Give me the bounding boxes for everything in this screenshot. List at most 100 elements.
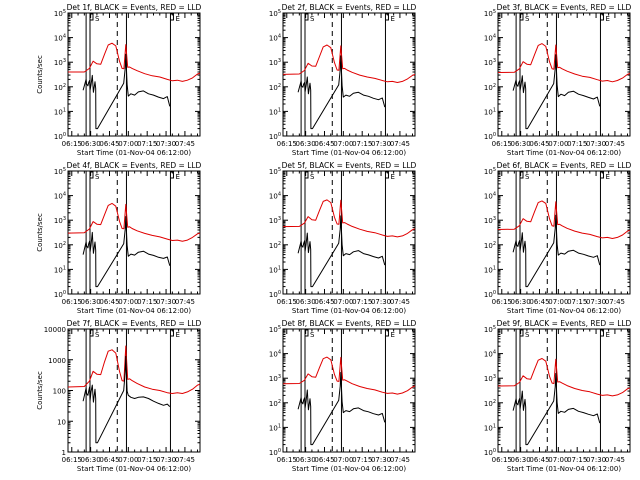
y-tick-base: 10 [269, 217, 278, 225]
y-tick-base: 10 [54, 291, 63, 299]
y-tick-exponent: 4 [493, 34, 496, 40]
y-tick-base: 10 [269, 108, 278, 116]
y-tick-exponent: 1 [278, 107, 281, 113]
x-tick-label: 06:45 [314, 298, 334, 306]
panel-det-6: 06:1506:3006:4507:0007:1507:3007:4510010… [484, 161, 632, 315]
y-tick-base: 10 [484, 35, 493, 43]
x-tick-label: 07:00 [118, 456, 138, 464]
y-tick-label: 100 [269, 132, 281, 141]
y-tick-exponent: 3 [278, 374, 281, 380]
corner-marker [385, 13, 389, 21]
corner-marker [385, 171, 389, 179]
y-tick-exponent: 0 [278, 448, 281, 454]
y-tick-exponent: 1 [278, 265, 281, 271]
corner-marker [305, 171, 309, 179]
x-tick-label: 07:30 [156, 456, 176, 464]
y-tick-label: 102 [269, 399, 281, 408]
y-tick-base: 10 [54, 84, 63, 92]
plot-frame [282, 170, 416, 295]
y-tick-base: 10 [484, 424, 493, 432]
y-tick-label: 105 [484, 167, 496, 176]
x-axis-label: Start Time (01-Nov-04 06:12:00) [507, 465, 621, 473]
x-tick-label: 06:15 [277, 456, 297, 464]
y-tick-label: 103 [54, 216, 66, 225]
x-tick-label: 06:45 [529, 298, 549, 306]
y-tick-label: 101 [269, 423, 281, 432]
plot-frame [67, 170, 201, 295]
y-tick-label: 100 [269, 290, 281, 299]
corner-marker [385, 329, 389, 337]
x-tick-label: 07:30 [586, 456, 606, 464]
x-tick-label: 07:30 [371, 298, 391, 306]
y-tick-base: 10 [484, 351, 493, 359]
y-tick-label: 104 [269, 34, 281, 43]
series-line-events [512, 373, 601, 446]
y-tick-exponent: 0 [278, 132, 281, 138]
y-tick-base: 10 [54, 217, 63, 225]
y-tick-base: 10 [484, 326, 493, 334]
y-tick-exponent: 2 [278, 83, 281, 89]
series-line-lld [282, 44, 416, 83]
y-tick-label: 100 [484, 290, 496, 299]
y-tick-base: 10 [484, 242, 493, 250]
y-tick-label: 105 [484, 9, 496, 18]
y-tick-base: 10 [269, 10, 278, 18]
series-line-lld [67, 202, 201, 242]
corner-marker-label: E [175, 331, 179, 339]
y-tick-exponent: 4 [278, 192, 281, 198]
y-tick-label: 100 [484, 132, 496, 141]
x-tick-label: 06:30 [511, 140, 531, 148]
corner-marker [90, 329, 94, 337]
x-tick-label: 07:15 [567, 456, 587, 464]
x-tick-label: 07:15 [567, 140, 587, 148]
series-line-lld [282, 356, 416, 395]
y-tick-label: 104 [54, 34, 66, 43]
x-tick-label: 06:45 [529, 140, 549, 148]
x-axis-label: Start Time (01-Nov-04 06:12:00) [507, 149, 621, 157]
x-tick-label: 07:45 [605, 298, 625, 306]
y-tick-exponent: 5 [493, 325, 496, 331]
x-tick-label: 07:30 [586, 140, 606, 148]
panel-det-9: 06:1506:3006:4507:0007:1507:3007:4510010… [484, 319, 632, 473]
x-tick-label: 07:15 [137, 140, 157, 148]
y-tick-label: 102 [269, 241, 281, 250]
y-tick-label: 10000 [44, 326, 66, 334]
y-tick-base: 10 [54, 35, 63, 43]
y-tick-label: 101 [484, 265, 496, 274]
x-tick-label: 06:15 [62, 456, 82, 464]
x-tick-label: 07:30 [156, 298, 176, 306]
x-tick-label: 07:00 [118, 298, 138, 306]
panel-title: Det 1f, BLACK = Events, RED = LLD [67, 3, 202, 12]
y-tick-base: 10 [484, 217, 493, 225]
x-tick-label: 07:45 [390, 140, 410, 148]
x-tick-label: 06:45 [314, 140, 334, 148]
panel-det-8: 06:1506:3006:4507:0007:1507:3007:4510010… [269, 319, 417, 473]
y-tick-label: 104 [269, 350, 281, 359]
y-tick-label: 101 [54, 107, 66, 116]
y-tick-base: 1000 [48, 357, 66, 365]
y-tick-base: 10 [269, 326, 278, 334]
panel-det-1: 06:1506:3006:4507:0007:1507:3007:4510010… [36, 3, 202, 157]
y-tick-label: 102 [54, 241, 66, 250]
x-tick-label: 07:30 [371, 140, 391, 148]
y-tick-base: 10 [484, 193, 493, 201]
x-tick-label: 06:30 [296, 140, 316, 148]
plot-frame [67, 328, 201, 453]
y-tick-label: 103 [484, 216, 496, 225]
y-tick-label: 101 [484, 423, 496, 432]
x-axis-label: Start Time (01-Nov-04 06:12:00) [77, 149, 191, 157]
corner-marker [170, 13, 174, 21]
y-tick-base: 100 [53, 388, 66, 396]
y-tick-label: 100 [269, 448, 281, 457]
y-tick-base: 10 [269, 449, 278, 457]
y-tick-base: 10 [269, 133, 278, 141]
y-tick-exponent: 0 [63, 290, 66, 296]
corner-marker-label: S [310, 173, 315, 181]
series-line-events [297, 55, 386, 130]
y-tick-label: 104 [484, 192, 496, 201]
y-tick-label: 10 [57, 418, 66, 426]
y-tick-label: 1 [62, 449, 66, 457]
y-tick-exponent: 5 [278, 325, 281, 331]
y-tick-base: 10 [269, 266, 278, 274]
y-tick-base: 10 [484, 291, 493, 299]
